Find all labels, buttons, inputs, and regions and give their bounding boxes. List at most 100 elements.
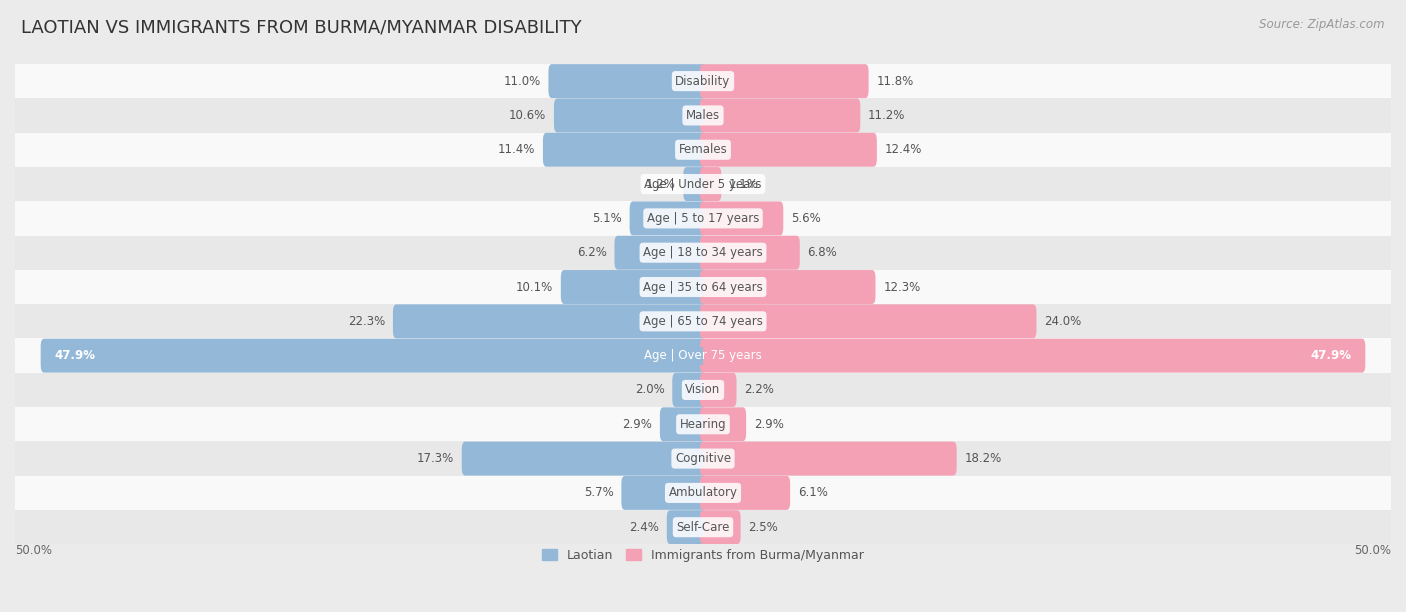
Bar [15, 338, 1391, 373]
Text: 5.1%: 5.1% [592, 212, 621, 225]
FancyBboxPatch shape [700, 510, 741, 544]
FancyBboxPatch shape [548, 64, 706, 98]
Bar [703, 416, 710, 433]
Bar [703, 141, 710, 159]
Bar [703, 347, 710, 365]
Text: 6.2%: 6.2% [576, 246, 606, 259]
FancyBboxPatch shape [700, 167, 721, 201]
FancyBboxPatch shape [703, 72, 865, 90]
Text: Hearing: Hearing [679, 418, 727, 431]
Text: 17.3%: 17.3% [416, 452, 454, 465]
FancyBboxPatch shape [41, 338, 706, 373]
Text: 47.9%: 47.9% [55, 349, 96, 362]
FancyBboxPatch shape [675, 381, 703, 399]
Text: 1.1%: 1.1% [730, 177, 759, 190]
FancyBboxPatch shape [686, 175, 703, 193]
Text: 2.9%: 2.9% [623, 418, 652, 431]
Bar [696, 450, 703, 468]
Text: 11.8%: 11.8% [876, 75, 914, 88]
FancyBboxPatch shape [561, 270, 706, 304]
Text: Age | Under 5 years: Age | Under 5 years [644, 177, 762, 190]
Bar [15, 510, 1391, 545]
FancyBboxPatch shape [700, 338, 1365, 373]
FancyBboxPatch shape [666, 510, 706, 544]
Text: 5.7%: 5.7% [583, 487, 613, 499]
Legend: Laotian, Immigrants from Burma/Myanmar: Laotian, Immigrants from Burma/Myanmar [537, 544, 869, 567]
FancyBboxPatch shape [551, 72, 703, 90]
Text: 2.4%: 2.4% [628, 521, 659, 534]
Text: 10.6%: 10.6% [509, 109, 546, 122]
Text: Males: Males [686, 109, 720, 122]
Bar [696, 72, 703, 90]
Bar [696, 518, 703, 536]
Bar [15, 99, 1391, 133]
FancyBboxPatch shape [554, 99, 706, 132]
FancyBboxPatch shape [700, 373, 737, 407]
Text: 12.4%: 12.4% [884, 143, 922, 156]
FancyBboxPatch shape [557, 106, 703, 124]
FancyBboxPatch shape [700, 236, 800, 270]
Bar [696, 278, 703, 296]
FancyBboxPatch shape [617, 244, 703, 261]
Bar [696, 141, 703, 159]
Bar [696, 106, 703, 124]
Text: 2.2%: 2.2% [744, 384, 775, 397]
Text: 5.6%: 5.6% [792, 212, 821, 225]
FancyBboxPatch shape [621, 476, 706, 510]
FancyBboxPatch shape [683, 167, 706, 201]
FancyBboxPatch shape [700, 270, 876, 304]
Text: 6.1%: 6.1% [799, 487, 828, 499]
Bar [15, 201, 1391, 236]
Bar [15, 304, 1391, 338]
Text: Disability: Disability [675, 75, 731, 88]
FancyBboxPatch shape [703, 347, 1362, 365]
FancyBboxPatch shape [703, 141, 873, 159]
FancyBboxPatch shape [624, 484, 703, 502]
FancyBboxPatch shape [461, 442, 706, 476]
Bar [696, 175, 703, 193]
FancyBboxPatch shape [672, 373, 706, 407]
FancyBboxPatch shape [564, 278, 703, 296]
Bar [15, 407, 1391, 441]
FancyBboxPatch shape [703, 518, 737, 536]
FancyBboxPatch shape [703, 278, 872, 296]
Text: Ambulatory: Ambulatory [668, 487, 738, 499]
FancyBboxPatch shape [546, 141, 703, 159]
Bar [703, 209, 710, 227]
FancyBboxPatch shape [703, 244, 797, 261]
FancyBboxPatch shape [630, 201, 706, 236]
FancyBboxPatch shape [465, 450, 703, 468]
FancyBboxPatch shape [700, 442, 956, 476]
FancyBboxPatch shape [703, 106, 858, 124]
FancyBboxPatch shape [664, 416, 703, 433]
Bar [15, 441, 1391, 476]
Text: 2.5%: 2.5% [748, 521, 778, 534]
Text: 11.0%: 11.0% [503, 75, 541, 88]
Bar [696, 381, 703, 399]
Bar [703, 175, 710, 193]
Text: 12.3%: 12.3% [883, 280, 921, 294]
FancyBboxPatch shape [392, 304, 706, 338]
Bar [703, 278, 710, 296]
FancyBboxPatch shape [703, 175, 718, 193]
Text: Vision: Vision [685, 384, 721, 397]
Text: Females: Females [679, 143, 727, 156]
Text: 50.0%: 50.0% [1354, 545, 1391, 558]
FancyBboxPatch shape [703, 381, 734, 399]
Bar [703, 106, 710, 124]
Bar [703, 244, 710, 261]
FancyBboxPatch shape [671, 518, 703, 536]
Text: 11.4%: 11.4% [498, 143, 536, 156]
FancyBboxPatch shape [659, 408, 706, 441]
FancyBboxPatch shape [703, 416, 742, 433]
Text: LAOTIAN VS IMMIGRANTS FROM BURMA/MYANMAR DISABILITY: LAOTIAN VS IMMIGRANTS FROM BURMA/MYANMAR… [21, 18, 582, 36]
Text: Source: ZipAtlas.com: Source: ZipAtlas.com [1260, 18, 1385, 31]
FancyBboxPatch shape [614, 236, 706, 270]
Bar [15, 476, 1391, 510]
Text: Age | 35 to 64 years: Age | 35 to 64 years [643, 280, 763, 294]
Bar [703, 484, 710, 502]
Bar [15, 64, 1391, 99]
Text: 47.9%: 47.9% [1310, 349, 1351, 362]
Bar [15, 373, 1391, 407]
FancyBboxPatch shape [44, 347, 703, 365]
